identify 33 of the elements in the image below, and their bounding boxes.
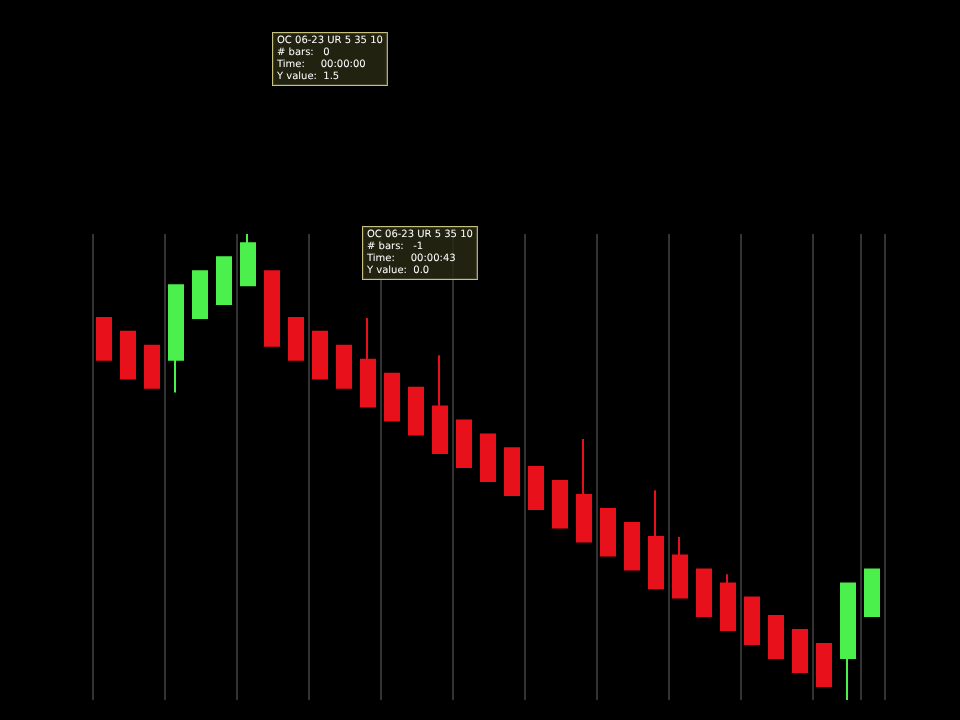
candlestick xyxy=(720,573,736,632)
candlestick xyxy=(816,643,832,688)
candlestick xyxy=(552,479,568,529)
candlestick xyxy=(744,596,760,646)
candlestick xyxy=(168,284,184,394)
candlestick xyxy=(480,433,496,482)
candlestick xyxy=(600,507,616,557)
candlestick xyxy=(336,344,352,389)
candlestick xyxy=(288,316,304,361)
candlestick xyxy=(216,256,232,305)
candlestick xyxy=(96,316,112,361)
candlestick xyxy=(192,270,208,319)
candlestick xyxy=(312,330,328,380)
candlestick xyxy=(504,447,520,496)
candlestick xyxy=(408,386,424,436)
candlestick xyxy=(120,330,136,380)
candlestick xyxy=(384,372,400,422)
candlestick xyxy=(840,582,856,701)
candlestick xyxy=(864,568,880,618)
candlestick xyxy=(360,316,376,408)
candlestick xyxy=(144,344,160,389)
candlestick xyxy=(768,615,784,660)
candlestick xyxy=(696,568,712,618)
candlestick xyxy=(792,629,808,674)
candlestick xyxy=(240,233,256,287)
candlestick xyxy=(528,466,544,510)
candlestick xyxy=(576,438,592,543)
candlestick xyxy=(624,521,640,571)
candlestick xyxy=(432,354,448,455)
candlestick xyxy=(672,535,688,599)
candlestick xyxy=(648,489,664,590)
candlestick xyxy=(456,419,472,468)
candlestick xyxy=(264,270,280,347)
